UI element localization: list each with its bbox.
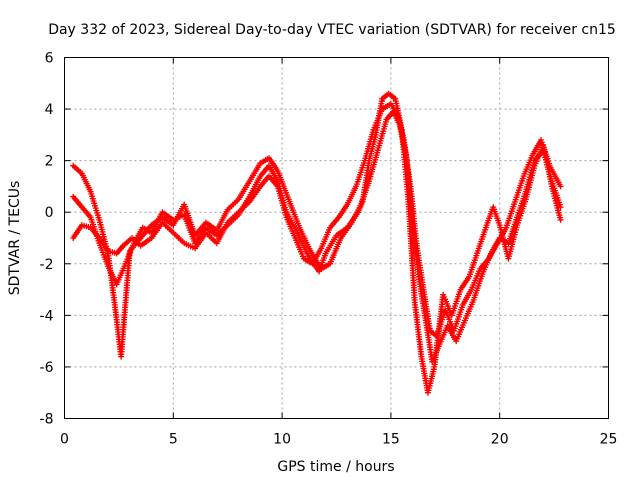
series-track-c — [70, 100, 564, 339]
y-tick-label: -6 — [40, 360, 54, 376]
x-tick-label: 5 — [169, 432, 178, 448]
x-axis-label: GPS time / hours — [277, 459, 394, 475]
x-tick-label: 15 — [382, 432, 400, 448]
y-tick-label: 2 — [45, 154, 54, 170]
x-tick-label: 10 — [273, 432, 291, 448]
plot-frame — [64, 57, 609, 419]
x-tick-label: 20 — [491, 432, 509, 448]
y-tick-label: 4 — [45, 102, 54, 118]
x-tick-label: 25 — [600, 432, 618, 448]
y-axis-label: SDTVAR / TECUs — [7, 181, 23, 296]
series-trace — [71, 110, 562, 363]
chart-title: Day 332 of 2023, Sidereal Day-to-day VTE… — [48, 22, 616, 38]
axis-ticks: 0 5 10 15 20 25 -8 -6 -4 -2 0 2 4 6 — [40, 51, 618, 448]
y-tick-label: -2 — [40, 257, 54, 273]
y-tick-label: 6 — [45, 51, 54, 67]
y-tick-label: -4 — [40, 308, 54, 324]
data-series — [70, 90, 564, 396]
plus-markers — [70, 100, 564, 339]
y-tick-label: -8 — [40, 412, 54, 428]
y-tick-label: 0 — [45, 205, 54, 221]
x-tick-label: 0 — [60, 432, 69, 448]
